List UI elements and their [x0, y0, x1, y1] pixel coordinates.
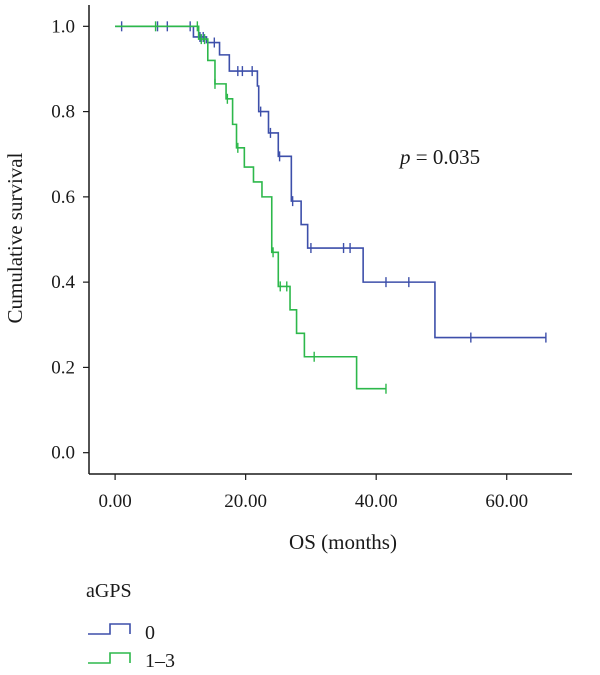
y-tick-label: 0.6: [51, 187, 75, 208]
series-1-curve: [115, 25, 386, 390]
series-0-curve: [115, 25, 546, 339]
legend-title: aGPS: [86, 580, 132, 602]
x-tick-label: 20.00: [224, 491, 267, 512]
y-tick-label: 0.4: [51, 272, 75, 293]
y-tick-label: 0.0: [51, 443, 75, 464]
y-axis-title: Cumulative survival: [3, 152, 27, 323]
y-tick-label: 0.2: [51, 357, 75, 378]
y-tick-label: 1.0: [51, 16, 75, 37]
legend-label-1: 1–3: [145, 650, 175, 672]
legend-swatch-1: [88, 652, 131, 664]
legend: aGPS 0 1–3: [86, 580, 175, 672]
x-tick-label: 60.00: [485, 491, 528, 512]
y-tick-label: 0.8: [51, 102, 75, 123]
p-value-annotation: p = 0.035: [398, 145, 480, 169]
p-value-text: = 0.035: [411, 145, 481, 169]
x-axis-title: OS (months): [289, 530, 397, 554]
p-value-symbol: p: [398, 145, 411, 169]
x-tick-label: 40.00: [355, 491, 398, 512]
legend-label-0: 0: [145, 622, 155, 644]
plot-area: 0.0 0.2 0.4 0.6 0.8 1.0 0.00 20.00 40.00 60.00: [51, 5, 572, 512]
x-tick-label: 0.00: [98, 491, 131, 512]
legend-swatch-0: [88, 623, 131, 635]
